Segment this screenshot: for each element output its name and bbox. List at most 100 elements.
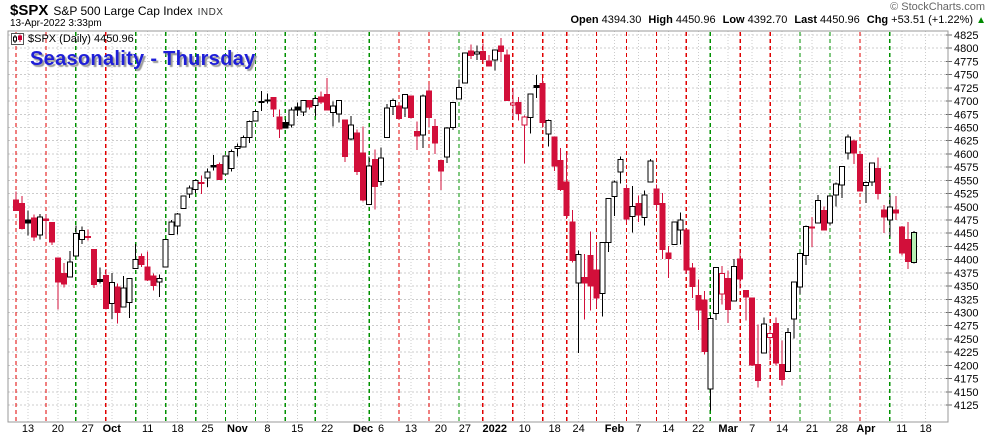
timestamp: 13-Apr-2022 3:33pm	[10, 18, 102, 29]
candle	[719, 266, 726, 305]
x-axis-label: 6	[378, 423, 384, 435]
candle	[31, 214, 37, 242]
candle	[557, 148, 564, 191]
candle	[258, 91, 265, 112]
candle	[611, 180, 618, 216]
candle	[844, 134, 851, 160]
candle	[827, 195, 833, 226]
x-axis-label: Apr	[856, 423, 876, 435]
candle	[910, 231, 917, 264]
candle	[264, 93, 271, 104]
candle	[599, 242, 606, 317]
y-axis-label: 4450	[954, 228, 978, 240]
candle	[551, 136, 558, 171]
candle	[821, 206, 827, 231]
candle	[587, 231, 594, 311]
y-axis-label: 4475	[954, 215, 978, 227]
thursday-seasonality-lines	[15, 32, 891, 422]
candle	[689, 262, 696, 299]
candle	[743, 289, 750, 321]
high-value: 4450.96	[675, 14, 716, 26]
candle	[19, 196, 25, 230]
candle	[246, 120, 253, 143]
candle	[647, 159, 654, 183]
y-axis-label: 4650	[954, 123, 978, 135]
candle	[384, 104, 391, 139]
candle	[629, 186, 636, 233]
candle	[677, 212, 684, 245]
low-label: Low	[722, 14, 745, 26]
candle	[563, 152, 570, 219]
y-axis-label: 4300	[954, 308, 978, 320]
candle	[168, 220, 175, 235]
y-axis-label: 4175	[954, 374, 978, 386]
y-axis-label: 4800	[954, 43, 978, 55]
candle	[426, 84, 432, 127]
y-axis-label: 4425	[954, 241, 978, 253]
candle	[569, 210, 576, 263]
candle	[216, 162, 223, 180]
candle	[803, 225, 809, 265]
candle	[797, 252, 803, 294]
candle	[150, 273, 157, 291]
series-legend[interactable]: $SPX (Daily) 4450.96	[11, 33, 134, 45]
x-axis-label: 14	[662, 423, 674, 435]
candle	[96, 267, 103, 284]
candle	[318, 91, 325, 105]
candle	[228, 149, 235, 172]
candle	[306, 100, 313, 110]
candle	[868, 162, 875, 187]
candle	[420, 94, 426, 149]
candle	[575, 250, 582, 354]
y-axis-label: 4700	[954, 96, 978, 108]
candle	[312, 96, 319, 116]
candle	[198, 175, 205, 195]
y-axis-label: 4200	[954, 360, 978, 372]
candle	[204, 168, 211, 188]
candle	[515, 96, 522, 121]
candle	[132, 243, 139, 270]
candle	[665, 245, 672, 279]
candle	[850, 139, 857, 164]
y-axis-label: 4675	[954, 109, 978, 121]
candle	[180, 195, 187, 209]
candle	[108, 272, 115, 319]
candle	[25, 210, 31, 236]
x-axis-label: 7	[635, 423, 641, 435]
y-axis-label: 4575	[954, 162, 978, 174]
candle	[66, 251, 73, 278]
candle	[114, 283, 121, 324]
series-label: $SPX (Daily) 4450.96	[28, 33, 134, 45]
candle	[832, 182, 839, 207]
candle	[144, 251, 151, 281]
last-value: 4450.96	[819, 14, 860, 26]
candle	[707, 315, 714, 411]
x-axis-label: 7	[749, 423, 755, 435]
candle	[449, 102, 456, 131]
candle	[360, 126, 367, 202]
candle	[856, 152, 863, 192]
candle	[126, 278, 133, 318]
y-axis-label: 4125	[954, 400, 978, 412]
x-axis-label: 13	[405, 423, 417, 435]
candle	[294, 102, 301, 116]
x-axis-label: 13	[22, 423, 34, 435]
x-axis-label: 18	[548, 423, 560, 435]
candle	[653, 184, 660, 211]
candle	[54, 257, 61, 310]
candle	[366, 156, 373, 206]
candle	[252, 110, 259, 122]
y-axis-label: 4275	[954, 321, 978, 333]
candle	[354, 129, 361, 176]
candle	[791, 281, 798, 339]
candle	[545, 119, 552, 147]
y-axis-label: 4550	[954, 175, 978, 187]
x-axis-label: 25	[201, 423, 213, 435]
chart-title: $SPX S&P 500 Large Cap Index INDX	[10, 2, 223, 20]
candle	[467, 44, 474, 59]
copyright: © StockCharts.com	[890, 1, 985, 13]
candle	[671, 221, 678, 245]
candle	[898, 225, 905, 256]
